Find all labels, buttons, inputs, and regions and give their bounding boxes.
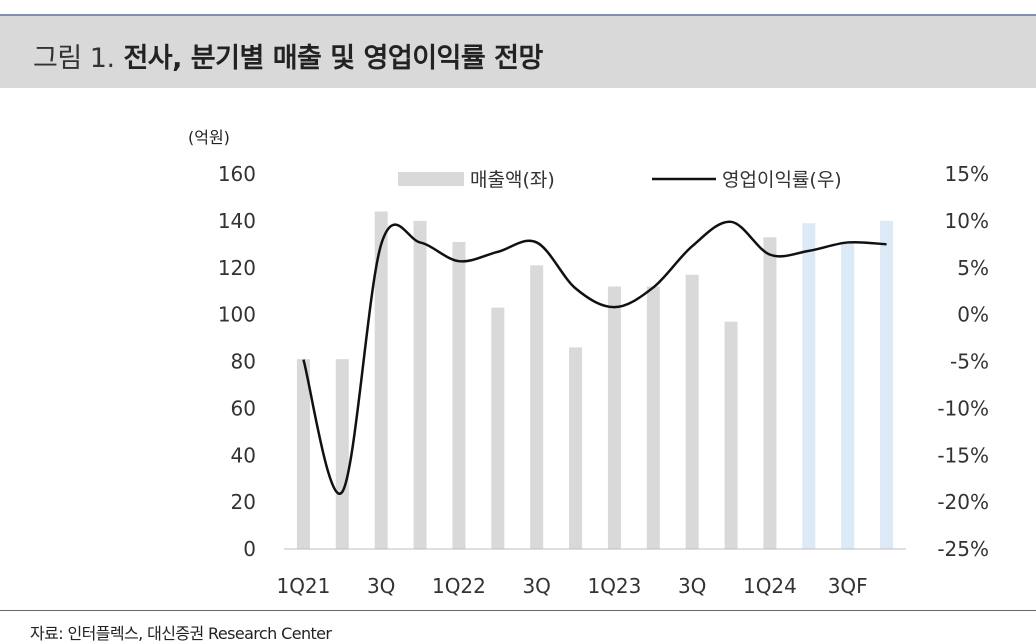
legend-bar-swatch: [398, 172, 464, 186]
y-right-tick-label: 5%: [957, 256, 989, 280]
bar-series: [296, 211, 894, 549]
source-note: 자료: 인터플렉스, 대신증권 Research Center: [30, 624, 332, 643]
bar-4Q21: [413, 220, 427, 549]
bar-3Q21: [374, 211, 388, 549]
legend-bar-label: 매출액(좌): [470, 169, 555, 191]
y-right-tick-label: 15%: [945, 162, 989, 186]
bar-2Q21: [335, 359, 349, 549]
y-left-tick-label: 40: [231, 443, 256, 467]
bar-4Q22: [569, 347, 583, 549]
y-left-ticks: 0 20 40 60 80 100 120 140 160: [218, 162, 256, 561]
bar-3Q23: [685, 274, 699, 549]
bar-1Q24: [763, 237, 777, 549]
title-band-left: [0, 16, 18, 88]
y-right-tick-label: -5%: [950, 350, 989, 374]
y-left-unit: (억원): [188, 128, 230, 147]
bar-2Q24: [802, 223, 816, 549]
x-tick-label: 3Q: [522, 574, 550, 598]
y-right-tick-label: 10%: [945, 209, 989, 233]
bar-2Q23: [646, 286, 660, 549]
figure-title-text: 전사, 분기별 매출 및 영업이익률 전망: [123, 43, 543, 74]
legend: 매출액(좌) 영업이익률(우): [398, 169, 842, 191]
chart: 0 20 40 60 80 100 120 140 160 -25% -20% -15% -10% -5…: [188, 128, 989, 598]
bar-4Q24F: [880, 220, 894, 549]
bar-4Q23: [724, 321, 738, 549]
footer-rule: [0, 610, 1036, 611]
y-left-tick-label: 60: [231, 396, 256, 420]
title-top-rule: [0, 14, 1036, 16]
x-tick-label: 1Q21: [276, 574, 330, 598]
y-left-tick-label: 20: [231, 490, 256, 514]
bar-1Q23: [607, 286, 621, 549]
y-right-ticks: -25% -20% -15% -10% -5% 0% 5% 10% 15%: [937, 162, 989, 561]
y-left-tick-label: 120: [218, 256, 256, 280]
y-left-tick-label: 160: [218, 162, 256, 186]
legend-line-label: 영업이익률(우): [722, 169, 842, 191]
x-tick-label: 1Q22: [432, 574, 486, 598]
y-right-tick-label: -25%: [937, 537, 989, 561]
y-right-tick-label: -15%: [937, 443, 989, 467]
y-left-tick-label: 0: [243, 537, 256, 561]
title-bar: 그림 1. 전사, 분기별 매출 및 영업이익률 전망: [0, 0, 1036, 88]
x-tick-label: 1Q23: [587, 574, 641, 598]
bar-2Q22: [491, 307, 505, 549]
bar-1Q22: [452, 241, 466, 549]
figure-title: 그림 1. 전사, 분기별 매출 및 영업이익률 전망: [33, 36, 543, 75]
y-left-tick-label: 100: [218, 303, 256, 327]
x-tick-label: 3Q: [367, 574, 395, 598]
title-band: [18, 16, 1036, 88]
figure-number: 그림 1.: [33, 43, 115, 74]
bar-3Q22: [530, 265, 544, 549]
x-tick-label: 1Q24: [743, 574, 797, 598]
operating-margin-line: [302, 220, 887, 496]
x-ticks: 1Q21 3Q 1Q22 3Q 1Q23 3Q 1Q24 3QF: [276, 574, 867, 598]
bar-3Q24F: [841, 241, 855, 549]
y-right-tick-label: -10%: [937, 396, 989, 420]
line-series-group: [302, 220, 887, 496]
x-tick-label: 3Q: [678, 574, 706, 598]
y-right-tick-label: -20%: [937, 490, 989, 514]
bar-1Q21: [296, 359, 310, 549]
y-left-tick-label: 80: [231, 350, 256, 374]
y-right-tick-label: 0%: [957, 303, 989, 327]
x-tick-label: 3QF: [828, 574, 868, 598]
y-left-tick-label: 140: [218, 209, 256, 233]
